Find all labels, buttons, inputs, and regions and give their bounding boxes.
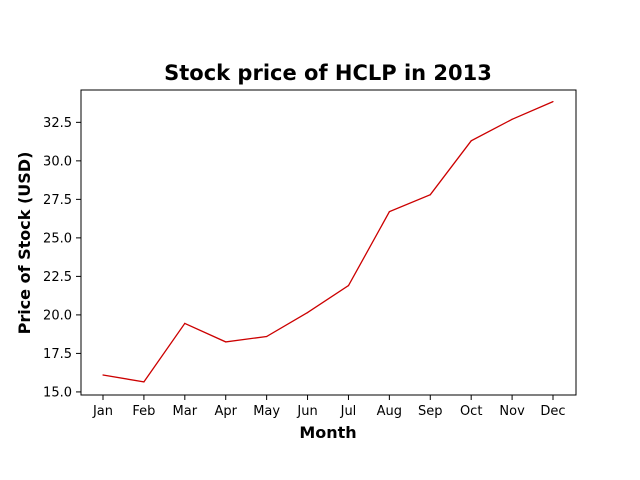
y-axis-label: Price of Stock (USD) [15,152,34,335]
data-point [266,335,268,338]
data-point [306,311,309,314]
data-point [102,374,104,376]
plot-area [80,89,577,396]
data-point [347,285,350,287]
x-tick-label: Oct [460,404,482,419]
y-tick-label: 25.0 [43,231,72,246]
x-tick-label: Mar [173,404,198,419]
x-tick-label: May [253,404,280,419]
x-tick-label: Feb [132,404,155,419]
x-tick-label: Jun [296,404,317,419]
chart-title: Stock price of HCLP in 2013 [164,61,492,85]
y-axis: 15.0 17.5 20.0 22.5 25.0 27.5 30.0 32.5 [43,116,81,400]
x-tick-label: Dec [540,404,565,419]
x-tick-label: Nov [499,404,525,419]
data-point [552,100,554,103]
x-tick-label: Jan [92,404,113,419]
y-tick-label: 17.5 [43,347,72,362]
data-point [143,381,145,383]
x-axis-label: Month [299,423,356,442]
y-tick-label: 15.0 [43,385,72,400]
x-tick-label: Aug [377,404,402,419]
data-point [511,118,513,120]
x-tick-label: Apr [214,404,237,419]
y-tick-label: 30.0 [43,154,72,169]
y-tick-label: 22.5 [43,270,72,285]
series-line [102,101,554,383]
y-tick-label: 27.5 [43,193,72,208]
y-tick-label: 32.5 [43,116,72,131]
x-tick-label: Jul [340,404,357,419]
data-point [470,140,472,142]
series-group [102,100,554,383]
x-tick-label: Sep [418,404,443,419]
data-point [388,211,390,213]
data-point [225,341,227,343]
y-tick-label: 20.0 [43,308,72,323]
data-point [184,322,186,324]
data-point [429,194,431,196]
x-axis: Jan Feb Mar Apr May Jun Jul Aug Sep Oct Nov Dec [92,395,566,419]
